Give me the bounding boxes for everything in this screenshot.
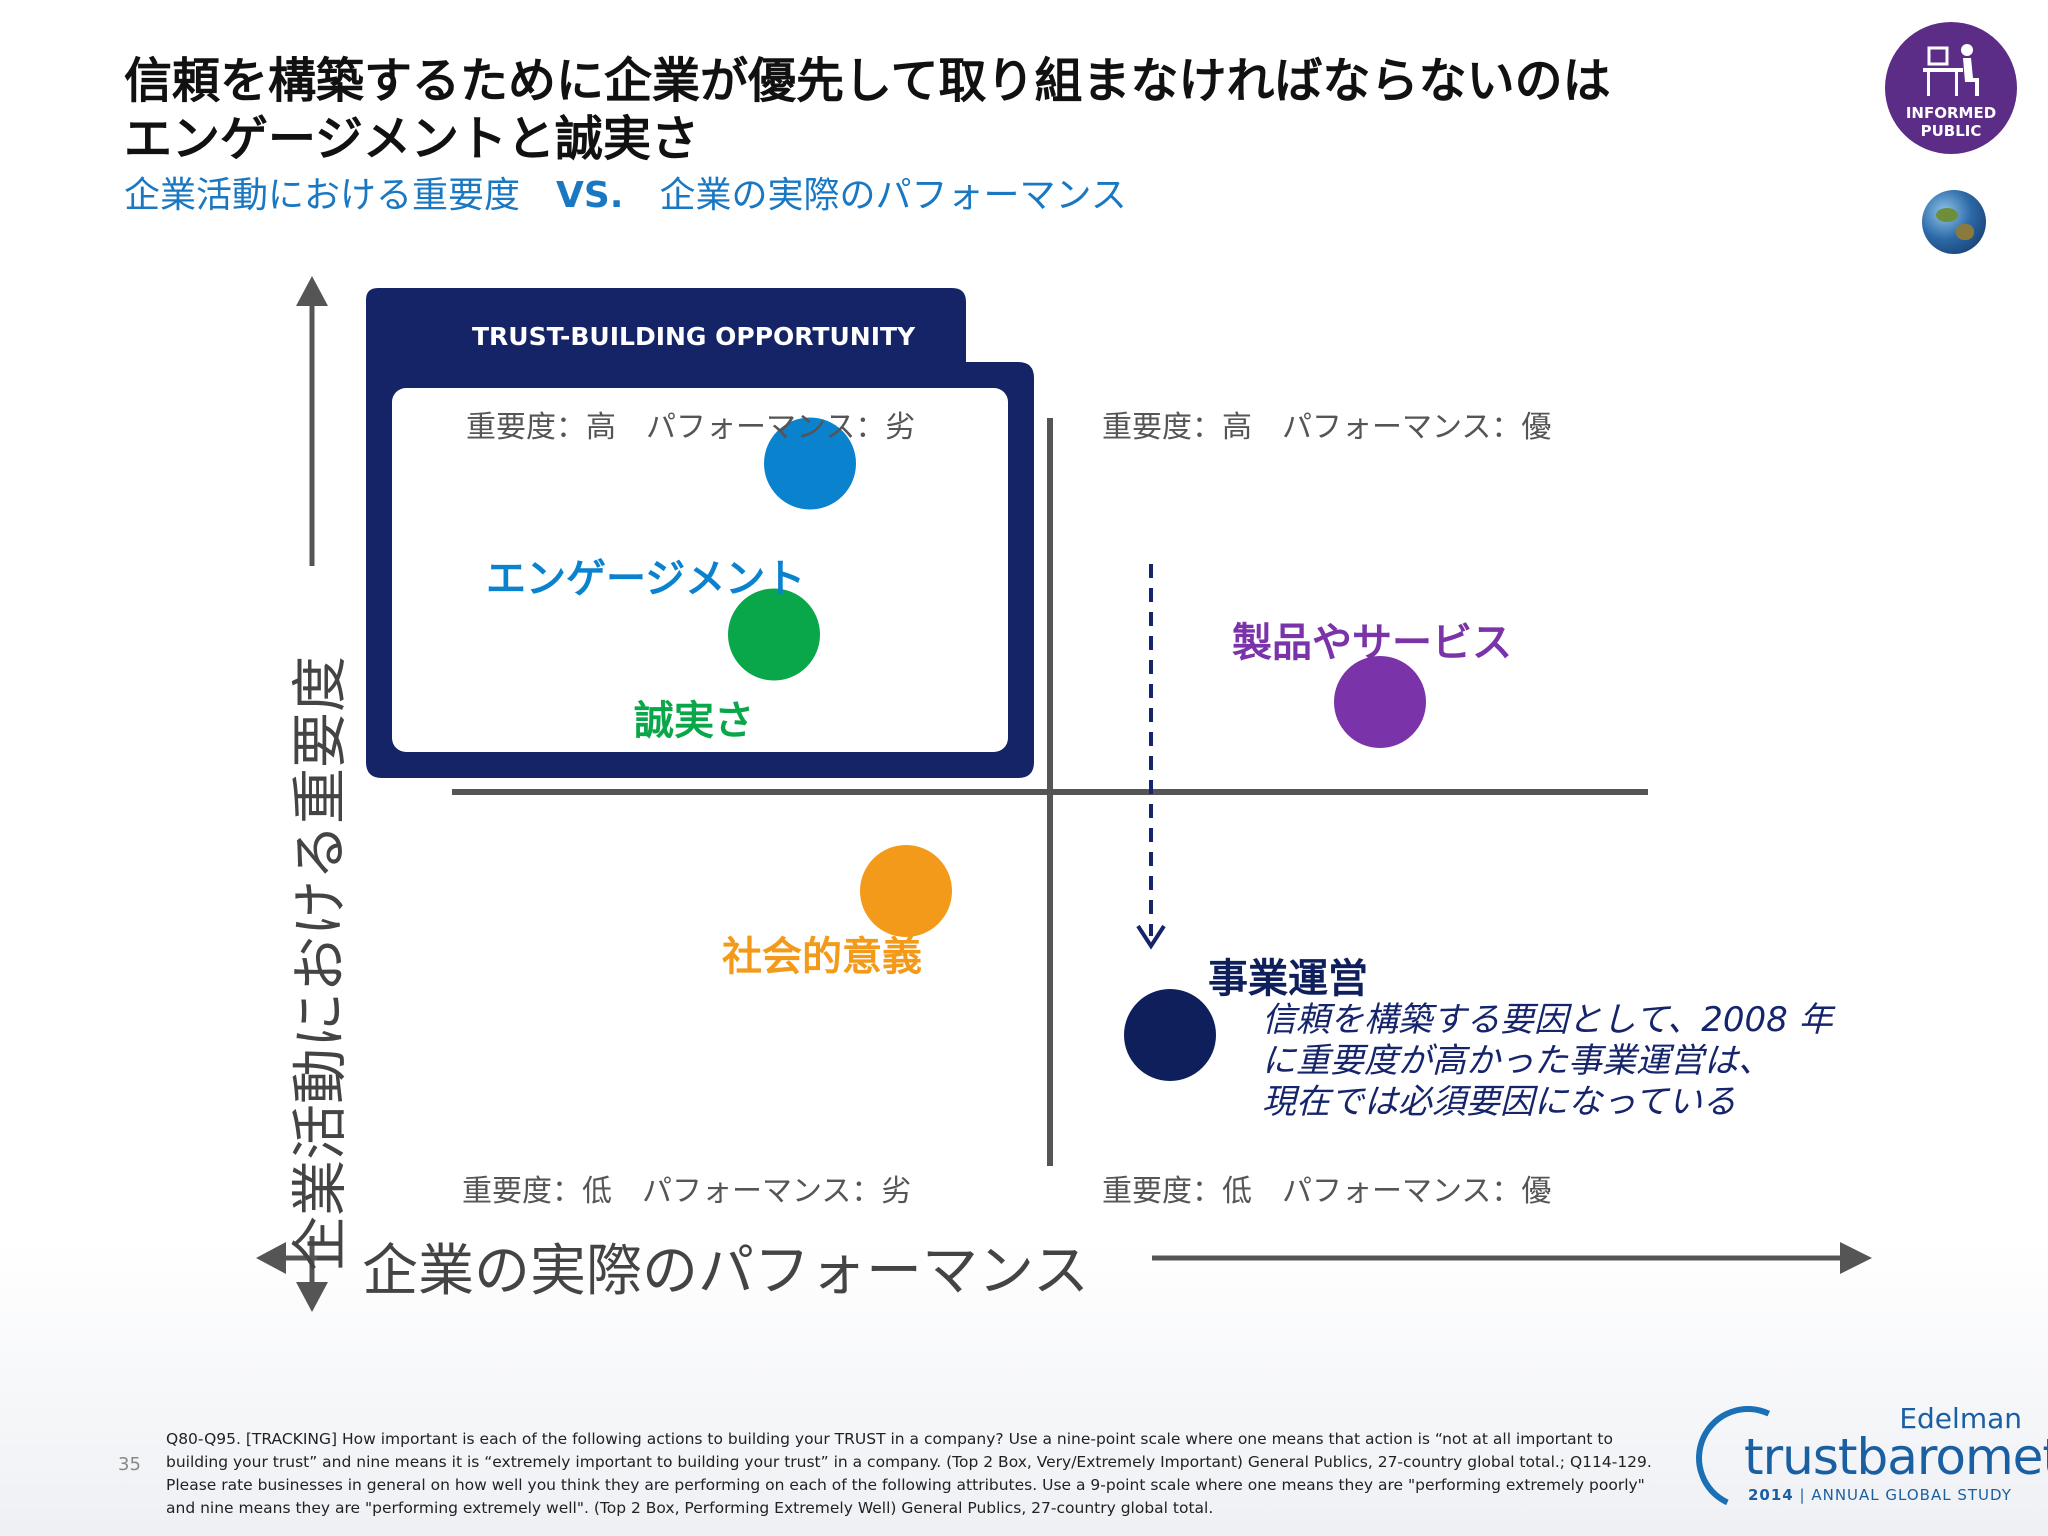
title-line-1: 信頼を構築するために企業が優先して取り組まなければならないのは (124, 53, 1611, 109)
title-line-2: エンゲージメントと誠実さ (124, 111, 700, 167)
logo-year: 2014 (1748, 1486, 1794, 1504)
point-label-operations: 事業運営 (1208, 956, 1368, 1002)
y-axis-label: 企業活動における重要度 (288, 656, 354, 1272)
x-axis-right-arrowhead (1840, 1242, 1872, 1274)
y-axis-up-arrowhead (296, 276, 328, 306)
subtitle-vs: VS. (556, 175, 624, 216)
data-point-4 (1124, 989, 1216, 1081)
globe-icon (1922, 190, 1986, 254)
point-label-engagement: エンゲージメント (486, 556, 806, 602)
quadrant-label-top-left: 重要度：高 パフォーマンス：劣 (466, 410, 916, 445)
data-point-1 (728, 588, 820, 681)
badge-line-2: PUBLIC (1920, 122, 1982, 140)
opportunity-box-inner (392, 388, 1008, 752)
opportunity-label: TRUST-BUILDING OPPORTUNITY (472, 322, 916, 351)
dashed-arrowhead (1136, 924, 1166, 950)
x-axis-left-arrowhead (256, 1242, 286, 1274)
point-label-societal: 社会的意義 (722, 934, 922, 980)
subtitle-right: 企業の実際のパフォーマンス (659, 175, 1127, 216)
quadrant-label-bottom-right: 重要度：低 パフォーマンス：優 (1102, 1174, 1552, 1209)
footnote: Q80-Q95. [TRACKING] How important is eac… (166, 1430, 1652, 1517)
badge-line-1: INFORMED (1905, 104, 1997, 122)
y-axis-down-arrowhead (296, 1282, 328, 1312)
data-point-2 (1334, 656, 1426, 748)
operations-note: 信頼を構築する要因として、2008 年 に重要度が高かった事業運営は、 現在では… (1262, 1000, 1833, 1123)
page-subtitle: 企業活動における重要度 VS. 企業の実際のパフォーマンス (124, 166, 1127, 218)
background-fade (0, 1240, 2048, 1536)
logo-subtitle: 2014 | ANNUAL GLOBAL STUDY (1748, 1486, 2012, 1504)
logo-trust: trust (1744, 1428, 1858, 1486)
page-title: 信頼を構築するために企業が優先して取り組まなければならないのは エンゲージメント… (124, 52, 1611, 168)
note-line-2: に重要度が高かった事業運営は、 (1262, 1041, 1772, 1081)
x-axis-label: 企業の実際のパフォーマンス (362, 1239, 1089, 1304)
points-layer (728, 417, 1426, 1081)
data-point-3 (860, 845, 952, 937)
quadrant-label-top-right: 重要度：高 パフォーマンス：優 (1102, 410, 1552, 445)
logo-study: | ANNUAL GLOBAL STUDY (1799, 1486, 2012, 1504)
quadrant-label-bottom-left: 重要度：低 パフォーマンス：劣 (462, 1174, 912, 1209)
data-point-0 (764, 417, 856, 510)
logo-trustbarometer: trustbarometer (1744, 1428, 2048, 1486)
logo-barometer: barometer (1856, 1428, 2048, 1486)
informed-public-badge: INFORMED PUBLIC (1885, 22, 2017, 154)
subtitle-left: 企業活動における重要度 (124, 175, 521, 216)
note-line-3: 現在では必須要因になっている (1262, 1082, 1737, 1122)
desk-person-icon (1923, 44, 1979, 96)
logo-edelman: Edelman (1899, 1402, 2022, 1435)
point-label-products-services: 製品やサービス (1232, 620, 1512, 666)
note-line-1: 信頼を構築する要因として、2008 年 (1262, 1000, 1833, 1040)
page-number: 35 (118, 1454, 141, 1475)
trustbarometer-logo: Edelman trustbarometer 2014 | ANNUAL GLO… (1681, 1391, 2048, 1525)
point-label-integrity: 誠実さ (634, 698, 754, 744)
